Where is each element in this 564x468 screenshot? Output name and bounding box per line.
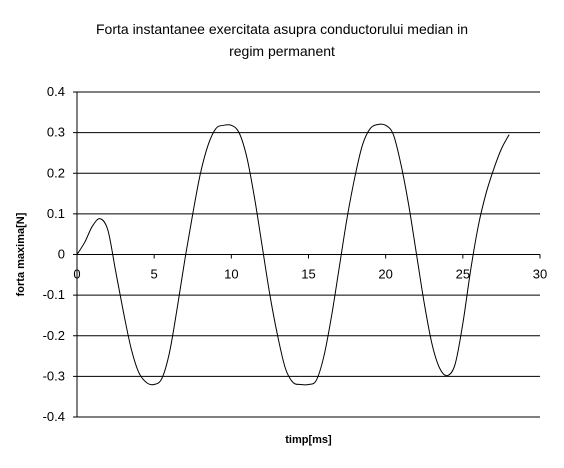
- chart-title: Forta instantanee exercitata asupra cond…: [40, 18, 524, 62]
- x-tick-label-3: 15: [301, 267, 315, 282]
- x-tick-label-4: 20: [378, 267, 392, 282]
- y-tick-label-6: 0.2: [47, 165, 65, 180]
- y-tick-label-3: -0.1: [43, 287, 65, 302]
- chart-title-line-2: regim permanent: [229, 43, 335, 59]
- y-tick-label-5: 0.1: [47, 206, 65, 221]
- x-tick-label-5: 25: [456, 267, 470, 282]
- y-tick-label-4: 0: [58, 247, 65, 262]
- x-axis-title: timp[ms]: [285, 434, 332, 446]
- y-tick-label-1: -0.3: [43, 368, 65, 383]
- y-tick-label-0: -0.4: [43, 409, 65, 424]
- series-line: [76, 123, 510, 386]
- y-tick-label-7: 0.3: [47, 125, 65, 140]
- x-tick-label-1: 5: [151, 267, 158, 282]
- gridlines: [77, 91, 540, 418]
- y-tick-label-8: 0.4: [47, 84, 65, 99]
- y-axis-title: forta maxima[N]: [15, 212, 27, 296]
- y-tick-label-2: -0.2: [43, 328, 65, 343]
- y-axis-ticks: -0.4 -0.3 -0.2 -0.1 0 0.1 0.2 0.3 0.4: [43, 84, 77, 424]
- x-tick-label-6: 30: [533, 267, 547, 282]
- chart-title-line-1: Forta instantanee exercitata asupra cond…: [96, 21, 468, 37]
- x-tick-label-2: 10: [224, 267, 238, 282]
- x-axis-ticks: 0 5 10 15 20 25 30: [73, 254, 547, 282]
- x-tick-label-0: 0: [73, 267, 80, 282]
